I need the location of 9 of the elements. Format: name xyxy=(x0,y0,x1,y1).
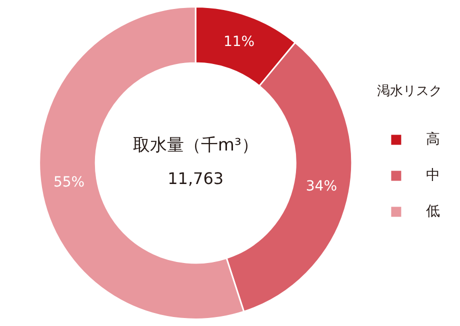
legend-label: 中 xyxy=(408,167,440,184)
legend-label: 低 xyxy=(408,203,440,220)
text: 11,763 xyxy=(168,169,224,188)
legend-label: 高 xyxy=(408,131,440,148)
data-label: 11% xyxy=(223,34,255,50)
data-label: 55% xyxy=(53,174,85,191)
legend-title: 渇水リスク xyxy=(377,84,442,100)
data-label: 34% xyxy=(306,178,338,195)
text: 取水量（千m³） xyxy=(132,135,258,156)
